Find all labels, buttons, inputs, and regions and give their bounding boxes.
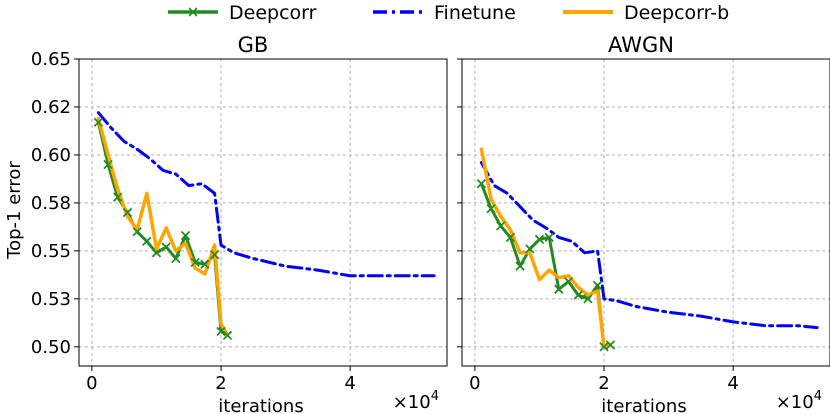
data-point-marker	[486, 204, 496, 214]
data-point-marker	[583, 294, 593, 304]
series-line-deepcorr-b	[479, 147, 613, 349]
y-tick-label: 0.50	[31, 337, 71, 358]
legend-item-finetune: Finetune	[373, 2, 516, 24]
x-multiplier-exponent: 4	[431, 389, 439, 404]
data-point-marker	[563, 277, 574, 287]
panel-frame	[461, 58, 830, 367]
data-point-marker	[554, 284, 564, 294]
data-point-marker	[534, 234, 545, 244]
legend-label: Finetune	[434, 2, 516, 24]
legend-marker	[188, 7, 198, 17]
data-point-marker	[122, 207, 132, 218]
data-point-marker	[113, 192, 123, 202]
series-group	[93, 111, 436, 340]
x-multiplier: ×104	[776, 389, 822, 413]
data-point-marker	[216, 326, 226, 337]
data-point-marker	[496, 221, 506, 231]
data-point-marker	[142, 236, 152, 246]
panel-title: GB	[238, 33, 269, 57]
x-tick-label: 4	[727, 373, 738, 394]
x-multiplier-exponent: 4	[814, 389, 822, 404]
x-axis-label: iterations	[218, 396, 303, 414]
data-point-marker	[180, 230, 191, 241]
y-tick-label: 0.53	[31, 289, 71, 310]
data-point-marker	[93, 117, 103, 127]
data-point-marker	[476, 179, 486, 189]
data-point-marker	[190, 257, 200, 267]
legend: Deepcorr Finetune Deepcorr-b	[168, 2, 729, 24]
legend-label: Deepcorr	[229, 2, 317, 24]
x-tick-label: 2	[598, 373, 609, 394]
series-group	[476, 147, 819, 352]
data-point-marker	[171, 253, 181, 264]
panel-gb: GB 0.50 0.53 0.55 0.58 0.60 0.62 0.65 0 2 4 iterati…	[31, 33, 448, 414]
data-point-marker	[151, 248, 162, 258]
y-tick-label: 0.58	[31, 193, 71, 214]
data-point-marker	[544, 232, 554, 243]
y-tick-label: 0.60	[31, 145, 71, 166]
x-tick-label: 0	[469, 373, 480, 394]
y-tick-label: 0.62	[31, 97, 71, 118]
series-line-deepcorr-b	[96, 116, 230, 338]
x-axis-label: iterations	[601, 396, 686, 414]
y-tick-label: 0.65	[31, 49, 71, 70]
data-point-marker	[599, 342, 609, 352]
data-point-marker	[103, 159, 113, 170]
series-line-deepcorr	[479, 182, 612, 349]
panel-frame	[78, 58, 448, 367]
series-line-finetune	[479, 161, 819, 330]
data-point-marker	[222, 330, 233, 340]
y-tick-label: 0.55	[31, 241, 71, 262]
data-point-marker	[525, 244, 535, 254]
x-tick-label: 0	[86, 373, 97, 394]
data-point-marker	[605, 340, 616, 350]
data-point-marker	[132, 227, 142, 237]
y-axis-label: Top-1 error	[4, 161, 25, 260]
panel-title: AWGN	[608, 33, 674, 57]
x-multiplier-base: ×10	[776, 392, 814, 413]
panels: GB 0.50 0.53 0.55 0.58 0.60 0.62 0.65 0 2 4 iterati…	[31, 33, 830, 414]
data-point-marker	[161, 242, 171, 252]
data-point-marker	[573, 290, 583, 300]
legend-item-deepcorr: Deepcorr	[168, 2, 317, 24]
data-point-marker	[200, 259, 210, 269]
legend-item-deepcorr-b: Deepcorr-b	[563, 2, 729, 24]
x-multiplier: ×104	[393, 389, 439, 413]
legend-label: Deepcorr-b	[624, 2, 729, 24]
x-tick-label: 4	[344, 373, 355, 394]
y-axis-label-group: Top-1 error	[4, 161, 25, 260]
x-tick-label: 2	[215, 373, 226, 394]
series-line-deepcorr	[96, 120, 229, 337]
data-point-marker	[505, 232, 515, 243]
data-point-marker	[515, 261, 525, 271]
data-point-marker	[593, 280, 603, 290]
data-point-marker	[210, 250, 220, 260]
series-line-finetune	[96, 111, 436, 278]
x-multiplier-base: ×10	[393, 392, 431, 413]
